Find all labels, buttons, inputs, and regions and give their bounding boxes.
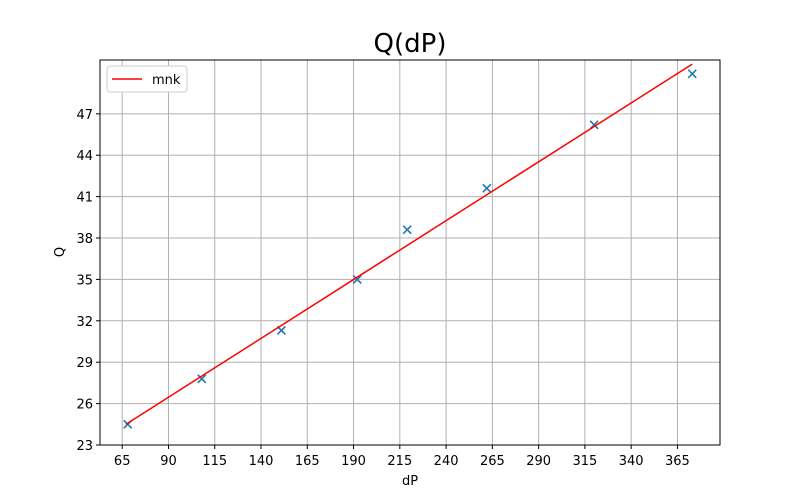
y-axis-ticks: 23 26 29 32 35 38 41 44 47 [76,108,100,454]
data-point [402,225,412,235]
y-tick-label: 41 [76,191,93,206]
grid [100,60,720,446]
fit-line [125,63,693,425]
data-point [197,374,207,384]
y-tick-label: 23 [76,439,93,454]
chart-title: Q(dP) [374,29,447,59]
y-tick-label: 32 [76,315,93,330]
y-tick-label: 44 [76,149,93,164]
x-tick-label: 215 [387,454,412,469]
x-axis-label: dP [402,474,418,489]
x-tick-label: 365 [665,454,690,469]
series-layer [123,63,697,429]
x-tick-label: 65 [114,454,131,469]
x-tick-label: 165 [295,454,320,469]
legend-box [106,65,188,93]
x-tick-label: 115 [202,454,227,469]
y-tick-label: 26 [76,398,93,413]
x-tick-label: 315 [572,454,597,469]
x-tick-label: 190 [341,454,366,469]
y-tick-label: 47 [76,108,93,123]
x-tick-label: 340 [619,454,644,469]
legend-label-mnk: mnk [152,73,181,88]
x-tick-label: 240 [434,454,459,469]
data-point [687,69,697,79]
legend: mnk [106,65,188,93]
x-tick-label: 265 [480,454,505,469]
x-axis-ticks: 65 90 115 140 165 190 215 240 265 290 315 340 365 [114,445,690,469]
x-tick-label: 140 [249,454,274,469]
x-tick-label: 290 [526,454,551,469]
data-point [482,183,492,193]
data-point [352,274,362,284]
y-axis-label: Q [53,247,68,257]
y-tick-label: 35 [76,273,93,288]
x-tick-label: 90 [160,454,177,469]
y-tick-label: 29 [76,356,93,371]
plot-frame [99,59,721,446]
y-tick-label: 38 [76,232,93,247]
